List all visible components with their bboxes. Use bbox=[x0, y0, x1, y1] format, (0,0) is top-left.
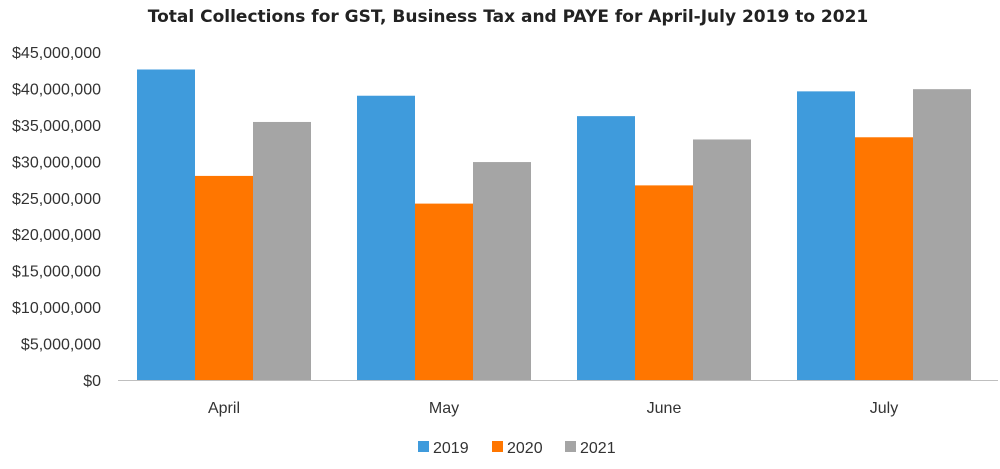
legend: 2019 2020 2021 bbox=[418, 440, 616, 457]
bar-may-2021 bbox=[473, 162, 531, 380]
chart-title: Total Collections for GST, Business Tax … bbox=[148, 7, 868, 27]
x-axis: April May June July bbox=[208, 400, 898, 417]
y-tick-label: $45,000,000 bbox=[12, 45, 101, 62]
bar-july-2019 bbox=[797, 91, 855, 381]
bars bbox=[137, 69, 971, 381]
y-tick-label: $35,000,000 bbox=[12, 118, 101, 135]
legend-swatch-2021 bbox=[565, 441, 576, 452]
legend-label: 2020 bbox=[507, 440, 543, 457]
bar-april-2020 bbox=[195, 175, 253, 380]
y-tick-label: $5,000,000 bbox=[21, 337, 101, 354]
bar-may-2019 bbox=[357, 95, 415, 380]
bar-july-2020 bbox=[855, 137, 913, 380]
x-tick-label: July bbox=[870, 400, 898, 417]
y-axis: $0 $5,000,000 $10,000,000 $15,000,000 $20,00… bbox=[12, 45, 101, 390]
bar-april-2021 bbox=[253, 121, 311, 381]
bar-june-2020 bbox=[635, 185, 693, 380]
legend-swatch-2019 bbox=[418, 441, 429, 452]
y-tick-label: $0 bbox=[83, 373, 101, 390]
bar-june-2019 bbox=[577, 116, 635, 381]
bar-july-2021 bbox=[913, 89, 971, 380]
x-tick-label: April bbox=[208, 400, 240, 417]
legend-swatch-2020 bbox=[492, 441, 503, 452]
bar-june-2021 bbox=[693, 139, 751, 380]
legend-label: 2019 bbox=[433, 440, 469, 457]
y-tick-label: $25,000,000 bbox=[12, 191, 101, 208]
y-tick-label: $15,000,000 bbox=[12, 264, 101, 281]
y-tick-label: $30,000,000 bbox=[12, 154, 101, 171]
y-tick-label: $20,000,000 bbox=[12, 227, 101, 244]
y-tick-label: $10,000,000 bbox=[12, 300, 101, 317]
y-tick-label: $40,000,000 bbox=[12, 81, 101, 98]
bar-april-2019 bbox=[137, 69, 195, 380]
bar-may-2020 bbox=[415, 203, 473, 380]
x-tick-label: June bbox=[647, 400, 682, 417]
legend-label: 2021 bbox=[580, 440, 616, 457]
x-tick-label: May bbox=[429, 400, 459, 417]
